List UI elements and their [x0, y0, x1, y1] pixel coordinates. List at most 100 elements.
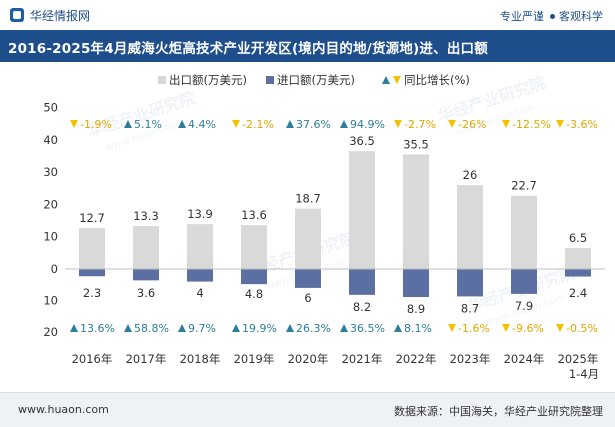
- y-tick-label: 50: [43, 101, 58, 115]
- export-value-label: 13.3: [133, 209, 159, 223]
- y-tick-label: 20: [43, 325, 58, 339]
- legend-label-growth: 同比增长(%): [404, 73, 470, 87]
- export-bar: [187, 224, 213, 269]
- x-tick-label: 2022年: [396, 352, 437, 366]
- x-tick-label: 2024年: [504, 352, 545, 366]
- export-down-triangle-icon: [448, 120, 456, 128]
- import-bar: [295, 269, 321, 288]
- legend-triangle-down-icon: [393, 76, 401, 84]
- export-bar: [511, 195, 537, 269]
- export-value-label: 36.5: [349, 134, 375, 148]
- x-tick-label: 2023年: [450, 352, 491, 366]
- y-tick-label: 10: [43, 230, 58, 244]
- export-growth-label: -3.6%: [566, 118, 598, 131]
- export-bar: [403, 154, 429, 269]
- export-down-triangle-icon: [70, 120, 78, 128]
- y-tick-label: 10: [43, 294, 58, 308]
- tagline-right: 客观科学: [559, 10, 603, 23]
- x-tick-label: 2018年: [180, 352, 221, 366]
- logo-icon: [10, 8, 24, 22]
- legend-label-export: 出口额(万美元): [169, 73, 247, 87]
- import-growth-label: 13.6%: [80, 322, 115, 335]
- footer: www.huaon.com 数据来源：中国海关，华经产业研究院整理: [0, 392, 615, 427]
- import-bar: [511, 269, 537, 294]
- import-growth-label: -9.6%: [512, 322, 544, 335]
- legend-swatch-import: [266, 76, 274, 84]
- export-down-triangle-icon: [394, 120, 402, 128]
- y-tick-label: 40: [43, 133, 58, 147]
- export-bar: [133, 226, 159, 269]
- export-up-triangle-icon: [286, 120, 294, 128]
- import-bar: [79, 269, 105, 277]
- legend-swatch-export: [158, 76, 166, 84]
- import-growth-label: 19.9%: [242, 322, 277, 335]
- export-growth-label: -1.9%: [80, 118, 112, 131]
- import-value-label: 4: [196, 286, 203, 300]
- import-up-triangle-icon: [232, 324, 240, 332]
- import-value-label: 6: [304, 291, 311, 305]
- y-tick-label: 20: [43, 197, 58, 211]
- export-bar: [241, 225, 267, 269]
- logo-text: 华经情报网: [30, 9, 91, 23]
- export-value-label: 18.7: [295, 192, 321, 206]
- import-growth-label: 26.3%: [296, 322, 331, 335]
- import-value-label: 2.4: [569, 286, 587, 300]
- footer-url[interactable]: www.huaon.com: [18, 403, 109, 416]
- import-value-label: 8.9: [407, 302, 425, 316]
- x-tick-label: 2019年: [234, 352, 275, 366]
- export-value-label: 26: [463, 168, 478, 182]
- import-down-triangle-icon: [556, 324, 564, 332]
- x-tick-label: 2020年: [288, 352, 329, 366]
- export-value-label: 12.7: [79, 211, 105, 225]
- export-growth-label: -2.7%: [404, 118, 436, 131]
- export-growth-label: 37.6%: [296, 118, 331, 131]
- import-value-label: 2.3: [83, 286, 101, 300]
- export-value-label: 22.7: [511, 179, 537, 193]
- x-tick-label: 1-4月: [569, 367, 599, 381]
- legend-triangle-up-icon: [382, 76, 390, 84]
- export-bar: [565, 248, 591, 269]
- footer-source: 数据来源：中国海关，华经产业研究院整理: [394, 405, 603, 418]
- export-bar: [79, 228, 105, 269]
- export-down-triangle-icon: [556, 120, 564, 128]
- import-growth-label: -0.5%: [566, 322, 598, 335]
- tagline: 专业严谨 客观科学: [500, 8, 603, 24]
- import-value-label: 8.2: [353, 300, 371, 314]
- x-tick-label: 2017年: [126, 352, 167, 366]
- import-value-label: 7.9: [515, 299, 533, 313]
- export-down-triangle-icon: [502, 120, 510, 128]
- export-growth-label: 94.9%: [350, 118, 385, 131]
- export-value-label: 6.5: [569, 231, 587, 245]
- export-up-triangle-icon: [124, 120, 132, 128]
- import-up-triangle-icon: [70, 324, 78, 332]
- import-bar: [133, 269, 159, 281]
- import-up-triangle-icon: [178, 324, 186, 332]
- dot-icon: [550, 13, 555, 19]
- import-growth-label: -1.6%: [458, 322, 490, 335]
- x-tick-label: 2016年: [72, 352, 113, 366]
- export-up-triangle-icon: [178, 120, 186, 128]
- tagline-left: 专业严谨: [500, 10, 544, 23]
- legend-label-import: 进口额(万美元): [277, 73, 355, 87]
- export-up-triangle-icon: [340, 120, 348, 128]
- chart-title: 2016-2025年4月威海火炬高技术产业开发区(境内目的地/货源地)进、出口额: [8, 41, 488, 57]
- x-tick-label: 2021年: [342, 352, 383, 366]
- import-value-label: 4.8: [245, 287, 263, 301]
- y-tick-label: 0: [51, 262, 58, 276]
- import-value-label: 3.6: [137, 286, 155, 300]
- import-growth-label: 58.8%: [134, 322, 169, 335]
- import-down-triangle-icon: [448, 324, 456, 332]
- import-bar: [349, 269, 375, 295]
- export-value-label: 13.9: [187, 207, 213, 221]
- export-down-triangle-icon: [232, 120, 240, 128]
- import-up-triangle-icon: [286, 324, 294, 332]
- y-tick-label: 30: [43, 165, 58, 179]
- export-growth-label: 5.1%: [134, 118, 162, 131]
- top-bar: 华经情报网 专业严谨 客观科学: [0, 0, 615, 30]
- export-growth-label: 4.4%: [188, 118, 216, 131]
- title-bar: 2016-2025年4月威海火炬高技术产业开发区(境内目的地/货源地)进、出口额: [0, 30, 615, 62]
- export-growth-label: -2.1%: [242, 118, 274, 131]
- import-growth-label: 8.1%: [404, 322, 432, 335]
- import-down-triangle-icon: [502, 324, 510, 332]
- import-value-label: 8.7: [461, 301, 479, 315]
